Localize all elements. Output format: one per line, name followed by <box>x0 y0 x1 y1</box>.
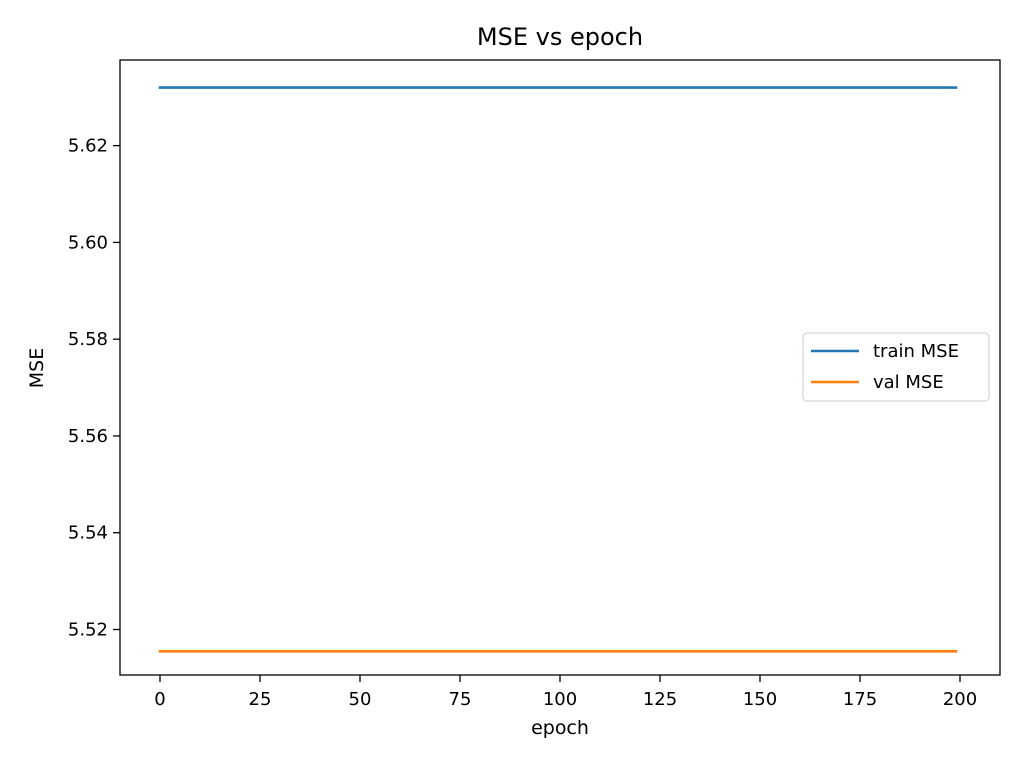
y-tick-label: 5.58 <box>68 329 108 350</box>
y-tick-label: 5.56 <box>68 426 108 447</box>
x-tick-label: 150 <box>743 689 777 710</box>
x-tick-label: 0 <box>154 689 165 710</box>
x-axis-label: epoch <box>531 717 589 739</box>
legend: train MSE val MSE <box>802 332 990 402</box>
chart-marks <box>158 86 958 653</box>
x-tick-label: 50 <box>349 689 372 710</box>
x-tick-label: 175 <box>843 689 877 710</box>
legend-label-0: train MSE <box>873 341 959 362</box>
y-tick-label: 5.60 <box>68 232 108 253</box>
x-tick-label: 125 <box>643 689 677 710</box>
y-tick-label: 5.54 <box>68 523 108 544</box>
chart-axes: 0 25 50 75 100 125 150 175 200 5.52 5.54 5.56 5.58 5.… <box>68 59 1001 710</box>
x-tick-label: 25 <box>249 689 272 710</box>
y-tick-label: 5.62 <box>68 136 108 157</box>
x-tick-label: 200 <box>943 689 977 710</box>
x-tick-label: 100 <box>543 689 577 710</box>
chart-title: MSE vs epoch <box>477 23 643 51</box>
y-tick-label: 5.52 <box>68 620 108 641</box>
x-tick-label: 75 <box>449 689 472 710</box>
legend-label-1: val MSE <box>873 372 944 393</box>
y-axis-label: MSE <box>26 348 48 388</box>
